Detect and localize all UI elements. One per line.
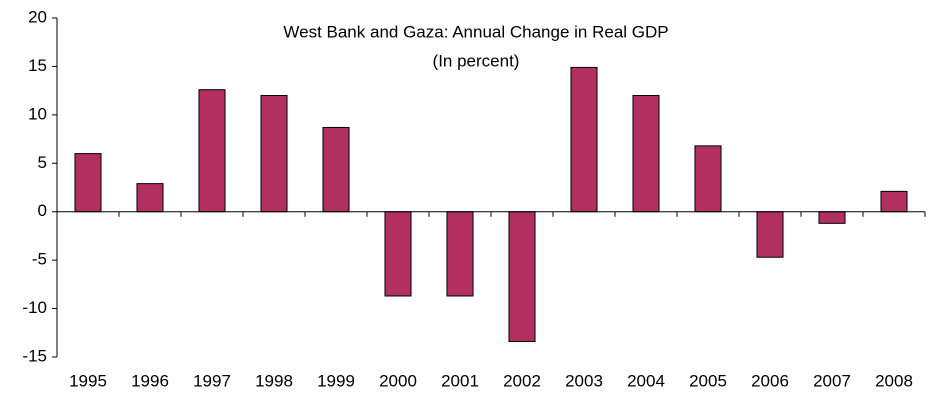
x-tick-label: 2007 xyxy=(813,371,851,390)
y-tick-label: 15 xyxy=(28,56,47,75)
x-tick-label: 1999 xyxy=(317,371,355,390)
bar xyxy=(136,183,164,213)
y-tick-label: 10 xyxy=(28,104,47,123)
x-tick-label: 2006 xyxy=(751,371,789,390)
bar xyxy=(508,211,536,343)
bar xyxy=(446,211,474,297)
chart-title: West Bank and Gaza: Annual Change in Rea… xyxy=(283,22,668,41)
x-tick-label: 1998 xyxy=(255,371,293,390)
bar xyxy=(694,145,722,213)
x-tick-label: 2008 xyxy=(875,371,913,390)
x-tick-label: 2002 xyxy=(503,371,541,390)
y-tick-label: 20 xyxy=(28,7,47,26)
bar xyxy=(756,211,784,258)
y-tick-label: 0 xyxy=(38,201,47,220)
bar xyxy=(74,153,102,213)
x-tick-label: 1995 xyxy=(69,371,107,390)
x-tick-label: 2003 xyxy=(565,371,603,390)
x-tick-label: 1997 xyxy=(193,371,231,390)
x-tick-label: 1996 xyxy=(131,371,169,390)
y-tick-label: -15 xyxy=(22,346,47,365)
chart-subtitle: (In percent) xyxy=(433,51,520,70)
x-tick-label: 2001 xyxy=(441,371,479,390)
y-tick-label: 5 xyxy=(38,153,47,172)
bar xyxy=(260,94,288,213)
x-tick-label: 2005 xyxy=(689,371,727,390)
bar xyxy=(322,126,350,213)
x-tick-label: 2004 xyxy=(627,371,665,390)
bar xyxy=(880,190,908,213)
bar xyxy=(570,66,598,213)
bar xyxy=(198,89,226,213)
y-tick-label: -10 xyxy=(22,298,47,317)
bar xyxy=(632,94,660,213)
y-tick-label: -5 xyxy=(32,250,47,269)
x-tick-label: 2000 xyxy=(379,371,417,390)
bar xyxy=(384,211,412,297)
bar xyxy=(818,211,846,224)
